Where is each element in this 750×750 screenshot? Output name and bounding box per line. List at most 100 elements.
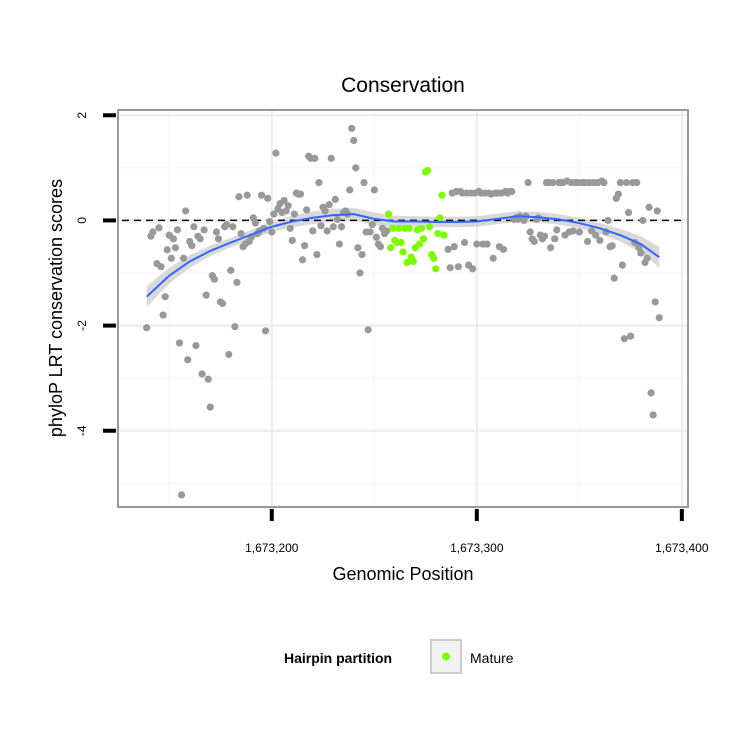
point: [315, 178, 323, 187]
point: [157, 263, 165, 271]
point: [286, 224, 294, 232]
point: [225, 350, 233, 359]
point: [169, 235, 177, 243]
point: [348, 124, 356, 133]
point: [370, 186, 378, 194]
point-mature: [387, 244, 395, 252]
point: [192, 341, 200, 350]
point: [372, 233, 380, 241]
point: [309, 227, 317, 235]
point: [651, 298, 659, 306]
point: [364, 326, 372, 334]
point: [643, 254, 651, 262]
y-axis-title: phyloP LRT conservation scores: [46, 179, 66, 437]
chart-title: Conservation: [341, 74, 465, 97]
point: [235, 193, 243, 201]
point: [346, 186, 354, 194]
point: [460, 238, 469, 247]
points-layer: [143, 124, 663, 499]
point: [229, 223, 237, 231]
point: [180, 254, 188, 262]
point: [214, 235, 223, 243]
point: [243, 191, 251, 199]
point-mature: [438, 191, 446, 199]
point: [323, 227, 331, 235]
plot-panel: [117, 109, 689, 508]
point: [206, 403, 214, 411]
point: [622, 178, 631, 187]
point: [303, 206, 311, 214]
point: [551, 235, 559, 243]
x-tick-label: 1,673,400: [655, 541, 709, 555]
point: [604, 216, 612, 225]
y-tick-label: -4: [75, 425, 89, 436]
point: [159, 311, 167, 319]
legend-title: Hairpin partition: [284, 650, 392, 666]
point: [313, 251, 321, 259]
point: [331, 195, 339, 203]
point: [624, 208, 633, 217]
legend-label-mature: Mature: [470, 650, 514, 666]
point: [227, 266, 235, 274]
point: [358, 251, 366, 259]
point: [499, 245, 508, 253]
point: [190, 223, 198, 231]
x-axis-title: Genomic Position: [332, 564, 473, 584]
point: [311, 154, 319, 162]
x-tick-label: 1,673,300: [450, 541, 504, 555]
point: [360, 178, 368, 187]
point-mature: [430, 254, 438, 262]
point: [325, 201, 333, 209]
point-mature: [440, 231, 448, 239]
point: [198, 370, 206, 378]
point: [188, 242, 196, 250]
point: [524, 178, 532, 187]
point: [639, 216, 647, 225]
point: [350, 136, 358, 145]
point-mature: [436, 214, 444, 222]
point: [175, 339, 184, 347]
point-mature: [415, 240, 424, 248]
point: [356, 269, 364, 277]
point: [626, 332, 635, 340]
point: [382, 227, 391, 235]
point: [366, 228, 374, 236]
point-mature: [395, 224, 403, 232]
point: [352, 164, 360, 172]
point: [233, 278, 241, 287]
point: [251, 219, 259, 227]
point-mature: [417, 224, 426, 232]
point: [454, 263, 462, 271]
point: [333, 215, 341, 223]
point: [600, 178, 608, 187]
point: [508, 187, 516, 196]
smooth-line-layer: [146, 213, 660, 298]
point: [173, 226, 182, 234]
point-mature: [424, 166, 432, 175]
point: [610, 274, 618, 282]
point: [327, 154, 335, 162]
point: [171, 244, 180, 252]
point: [317, 222, 325, 230]
point-mature: [385, 210, 393, 218]
point: [210, 275, 218, 283]
point: [592, 231, 600, 239]
point-mature: [403, 258, 411, 267]
point: [549, 178, 557, 187]
x-tick-label: 1,673,200: [245, 541, 299, 555]
point: [212, 228, 221, 236]
legend-key-mature: [442, 652, 450, 661]
point: [569, 227, 577, 235]
point: [469, 265, 477, 273]
point: [163, 246, 171, 254]
point-mature: [426, 223, 434, 231]
legend: Hairpin partition Mature: [284, 639, 514, 674]
point: [182, 207, 190, 215]
point-mature: [434, 229, 442, 238]
point: [284, 202, 292, 210]
y-axis: 2 0 -2 -4: [75, 112, 116, 436]
point-mature: [432, 265, 440, 273]
point: [184, 356, 192, 364]
point: [300, 242, 309, 250]
point: [177, 491, 186, 499]
